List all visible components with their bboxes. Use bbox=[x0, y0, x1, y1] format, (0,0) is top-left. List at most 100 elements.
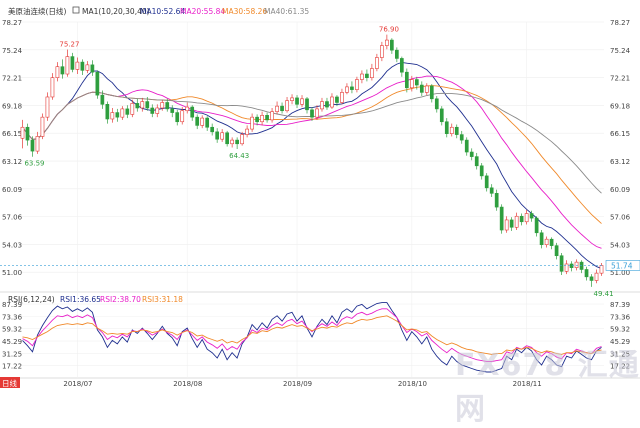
candle-down bbox=[170, 108, 175, 113]
x-tick-label: 2018/10 bbox=[398, 380, 427, 388]
price-tick-right: 69.18 bbox=[610, 102, 630, 110]
candle-up bbox=[285, 100, 289, 112]
candle-down bbox=[404, 71, 409, 89]
candle-up bbox=[514, 215, 519, 228]
checkbox-icon[interactable] bbox=[72, 6, 80, 14]
candle-down bbox=[265, 115, 269, 121]
candle-up bbox=[360, 73, 364, 80]
candle-down bbox=[395, 49, 399, 59]
candle-up bbox=[50, 77, 55, 98]
candle-down bbox=[325, 101, 329, 108]
candle-up bbox=[290, 97, 294, 101]
rsi-tick-left: 59.32 bbox=[2, 326, 22, 334]
rsi-tick-left: 73.36 bbox=[2, 313, 23, 321]
price-tick-right: 54.03 bbox=[610, 241, 630, 249]
candle-up bbox=[230, 139, 234, 145]
candle-down bbox=[60, 66, 65, 75]
candle-up bbox=[200, 117, 205, 126]
candle-up bbox=[160, 102, 165, 109]
price-tick-right: 66.15 bbox=[610, 130, 630, 138]
candle-up bbox=[35, 136, 40, 152]
ma-label: MA1(10,20,30,40) bbox=[82, 7, 150, 16]
candle-down bbox=[280, 105, 284, 112]
candle-down bbox=[519, 215, 524, 223]
rsi-tick-left: 31.25 bbox=[2, 350, 22, 358]
price-tick-right: 72.21 bbox=[610, 75, 630, 83]
candle-up bbox=[355, 79, 359, 90]
candle-up bbox=[40, 116, 45, 137]
candle-down bbox=[335, 96, 339, 103]
candle-down bbox=[350, 86, 354, 90]
candle-down bbox=[225, 132, 229, 145]
candle-down bbox=[474, 156, 479, 167]
current-price-box bbox=[605, 260, 640, 271]
candle-down bbox=[175, 112, 180, 123]
candle-down bbox=[70, 56, 75, 70]
price-annotation: 76.90 bbox=[379, 26, 399, 34]
candle-down bbox=[145, 101, 150, 109]
candle-down bbox=[444, 121, 449, 134]
candle-down bbox=[589, 276, 594, 281]
x-tick-label: 2018/09 bbox=[283, 380, 312, 388]
candle-up bbox=[110, 112, 115, 120]
period-tag[interactable] bbox=[0, 377, 20, 388]
price-tick-left: 72.21 bbox=[2, 75, 22, 83]
rsi-tick-right: 17.22 bbox=[610, 363, 630, 371]
ma30-line bbox=[22, 85, 602, 224]
candle-down bbox=[105, 104, 110, 120]
candle-up bbox=[300, 98, 304, 105]
candle-up bbox=[599, 265, 604, 274]
candle-up bbox=[275, 105, 279, 112]
candle-down bbox=[365, 73, 369, 78]
price-tick-right: 75.24 bbox=[610, 47, 631, 55]
candle-up bbox=[544, 238, 549, 246]
candle-up bbox=[140, 101, 145, 109]
candle-up bbox=[594, 272, 599, 281]
candle-down bbox=[205, 117, 210, 128]
candle-down bbox=[559, 255, 564, 272]
candle-down bbox=[305, 98, 309, 111]
candle-down bbox=[150, 107, 155, 114]
price-tick-right: 63.12 bbox=[610, 158, 630, 166]
candle-up bbox=[380, 45, 384, 58]
price-tick-right: 78.27 bbox=[610, 19, 630, 27]
candle-down bbox=[494, 193, 499, 208]
candle-down bbox=[454, 126, 459, 135]
rsi-tick-right: 45.29 bbox=[610, 338, 630, 346]
rsi2-value: RSI2:38.70 bbox=[100, 295, 141, 304]
chart-root: 2018/07 2018/08 2018/09 2018/10 2018/11 78.2… bbox=[0, 6, 640, 427]
candle-down bbox=[125, 108, 130, 115]
candle-down bbox=[295, 97, 299, 105]
candle-down bbox=[255, 116, 259, 123]
candle-up bbox=[260, 115, 264, 123]
candle-up bbox=[75, 61, 80, 70]
candle-up bbox=[185, 106, 190, 112]
candle-down bbox=[434, 98, 439, 110]
candle-up bbox=[424, 85, 429, 93]
candle-down bbox=[489, 187, 494, 194]
price-tick-right: 51.00 bbox=[610, 269, 630, 277]
price-chart-svg: 2018/07 2018/08 2018/09 2018/10 2018/11 78.2… bbox=[0, 6, 640, 388]
candle-up bbox=[250, 116, 254, 130]
rsi-tick-right: 87.39 bbox=[610, 301, 630, 309]
x-axis: 2018/07 2018/08 2018/09 2018/10 2018/11 bbox=[63, 380, 541, 388]
candle-down bbox=[464, 139, 469, 153]
candle-down bbox=[190, 106, 195, 118]
candle-down bbox=[115, 112, 120, 118]
ma30-value: MA30:58.26 bbox=[222, 7, 267, 16]
candle-up bbox=[315, 108, 319, 118]
candle-down bbox=[469, 151, 474, 157]
rsi-line-rsi1 bbox=[22, 302, 602, 373]
price-tick-left: 54.03 bbox=[2, 241, 22, 249]
candle-up bbox=[130, 103, 135, 115]
price-tick-left: 60.09 bbox=[2, 186, 22, 194]
candle-up bbox=[120, 108, 125, 118]
price-tick-left: 69.18 bbox=[2, 102, 22, 110]
candle-down bbox=[210, 126, 215, 133]
price-tick-left: 51.00 bbox=[2, 269, 22, 277]
rsi1-value: RSI1:36.65 bbox=[60, 295, 101, 304]
price-annotation: 49.41 bbox=[594, 290, 614, 298]
rsi-tick-right: 31.25 bbox=[610, 350, 630, 358]
candle-down bbox=[569, 263, 574, 268]
symbol-label: 美原油连续(日线) bbox=[8, 6, 66, 16]
